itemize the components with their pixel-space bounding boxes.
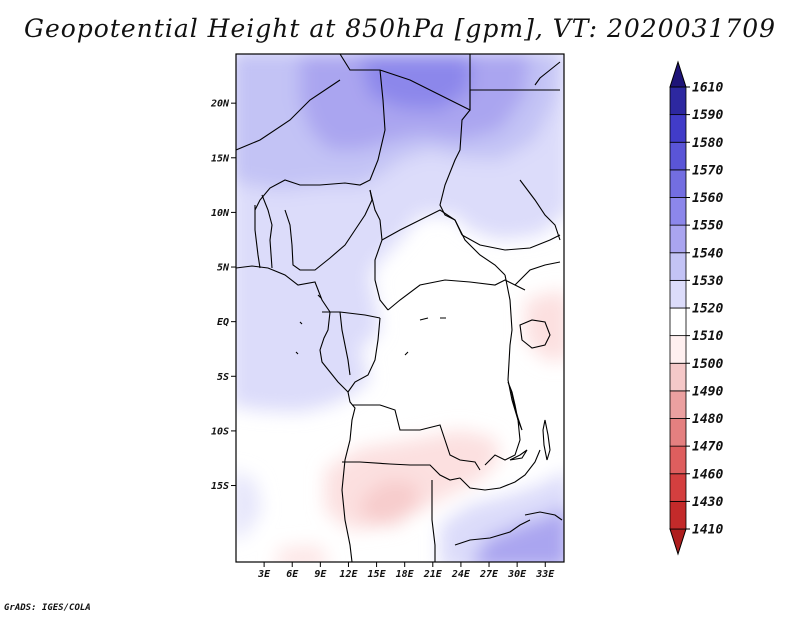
colorbar-box: [669, 473, 687, 502]
border-egypt-sudan: [469, 89, 560, 110]
colorbar-box: [669, 169, 687, 198]
border-mozambique: [524, 511, 563, 521]
plot-frame: [235, 53, 565, 563]
colorbar-box: [669, 500, 687, 530]
lon-tick-label: 18E: [396, 569, 415, 580]
border-drc-east: [484, 274, 521, 466]
colorbar-max-triangle: [669, 60, 687, 88]
border-south-africa: [454, 519, 531, 546]
colorbar-label: 1560: [692, 191, 723, 206]
lat-tick-label: 10S: [211, 426, 229, 437]
lat-tick-label: 20N: [210, 99, 230, 110]
colorbar-min-triangle: [669, 528, 687, 556]
lon-tick-label: 33E: [535, 569, 555, 580]
colorbar-box: [669, 197, 687, 226]
border-ethiopia: [519, 179, 561, 241]
lon-tick-label: 12E: [339, 569, 358, 580]
colorbar-box: [669, 445, 687, 475]
colorbar-box: [669, 141, 687, 171]
lat-tick-label: EQ: [217, 317, 229, 328]
colorbar-label: 1460: [692, 467, 723, 482]
border-uganda-kenya: [514, 261, 561, 286]
border-cameroon-car: [369, 189, 389, 311]
lat-tick-label: 15N: [211, 153, 230, 164]
border-car: [381, 209, 506, 276]
colorbar-label: 1510: [692, 329, 723, 344]
colorbar-label: 1590: [692, 108, 723, 123]
lake-tanganyika: [507, 381, 523, 431]
border-nigeria: [284, 189, 373, 271]
colorbar-label: 1580: [692, 136, 723, 151]
colorbar-label: 1570: [692, 163, 723, 178]
coastline-west: [236, 265, 356, 562]
lon-tick-label: 24E: [451, 569, 471, 580]
lat-tick-label: 15S: [211, 481, 229, 492]
colorbar-box: [669, 252, 687, 281]
colorbar-box: [669, 335, 687, 364]
border-gabon-congo: [339, 311, 351, 376]
colorbar-label: 1430: [692, 495, 723, 510]
colorbar-label: 1530: [692, 274, 723, 289]
colorbar-box: [669, 114, 687, 143]
lat-tick-label: 10N: [211, 208, 230, 219]
border-namibia-botswana: [431, 480, 436, 562]
lon-tick-label: 15E: [368, 569, 387, 580]
lake-kariba: [509, 449, 528, 461]
colorbar-label: 1550: [692, 219, 723, 234]
colorbar-label: 1490: [692, 384, 723, 399]
colorbar-label: 1410: [692, 523, 723, 538]
border-congo: [347, 317, 381, 393]
height-field: [236, 54, 564, 562]
field-1540-southeast: [474, 508, 564, 562]
lon-tick-label: 6E: [286, 569, 299, 580]
latitude-axis: 20N 15N 10N 5N EQ 5S 10S 15S: [210, 99, 236, 492]
colorbar-box: [669, 86, 687, 116]
border-benin: [261, 194, 273, 269]
colorbar-label: 1480: [692, 412, 723, 427]
colorbar-label: 1520: [692, 302, 723, 317]
longitude-axis: 3E 6E 9E 12E 15E 18E 21E 24E 27E 30E 33E: [257, 562, 555, 580]
lon-tick-label: 21E: [423, 569, 443, 580]
colorbar: 1410 1430 1460 1470 1480 1490 1500 1510 1520 1530…: [669, 60, 723, 556]
colorbar-box: [669, 279, 687, 309]
lake-malawi: [542, 419, 551, 461]
chart-title: Geopotential Height at 850hPa [gpm], VT:…: [23, 14, 777, 43]
lat-tick-label: 5N: [217, 263, 230, 274]
border-cameroon-gabon: [322, 311, 381, 319]
border-drc-angola: [352, 404, 481, 471]
border-togo-ghana: [254, 205, 261, 269]
border-sudan-ss: [461, 234, 561, 251]
lat-tick-label: 5S: [217, 372, 229, 383]
colorbar-box: [669, 362, 687, 392]
border-niger-chad: [254, 69, 386, 211]
colorbar-label: 1610: [692, 81, 723, 96]
field-1500-east: [525, 290, 564, 360]
field-1490-south: [360, 480, 420, 525]
colorbar-label: 1540: [692, 246, 723, 261]
colorbar-label: 1500: [692, 357, 723, 372]
border-mali-niger: [236, 79, 341, 151]
grads-credit: GrADS: IGES/COLA: [4, 603, 91, 613]
lon-tick-label: 27E: [479, 569, 499, 580]
colorbar-box: [669, 418, 687, 447]
colorbar-box: [669, 307, 687, 337]
colorbar-box: [669, 390, 687, 419]
colorbar-box: [669, 224, 687, 254]
islands-gulf-guinea: [295, 294, 446, 356]
field-1530-southwest: [236, 472, 262, 538]
border-zambia-zimbabwe: [459, 449, 541, 491]
country-borders: [236, 54, 563, 562]
field-1500-southwest: [276, 545, 327, 562]
border-car-drc: [387, 279, 526, 311]
border-angola-namibia: [342, 461, 461, 481]
lon-tick-label: 30E: [507, 569, 527, 580]
lake-victoria: [519, 319, 551, 349]
colorbar-label: 1470: [692, 440, 723, 455]
red-sea-coast: [534, 61, 561, 86]
lon-tick-label: 9E: [314, 569, 327, 580]
lon-tick-label: 3E: [257, 569, 271, 580]
